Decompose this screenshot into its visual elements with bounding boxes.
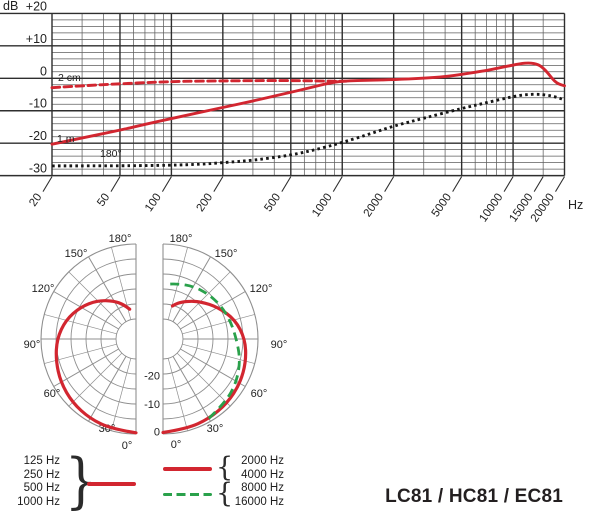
- svg-text:0: 0: [154, 427, 160, 439]
- svg-text:120°: 120°: [32, 283, 55, 295]
- svg-text:500: 500: [262, 191, 283, 214]
- polar-curve-left-0: [54, 299, 138, 435]
- fr-hz-unit-label: Hz: [568, 198, 583, 212]
- legend-left-frequencies: 125 Hz 250 Hz 500 Hz 1000 Hz: [14, 455, 60, 510]
- legend-label: 250 Hz: [23, 468, 60, 481]
- polar-pattern-chart: -20 -10 0 180° 150° 120° 90° 60° 30° 0° 180° 150° 12…: [24, 233, 288, 452]
- legend-right-brace-2: {: [216, 478, 234, 509]
- svg-text:20: 20: [27, 191, 44, 208]
- svg-text:0: 0: [40, 64, 47, 78]
- legend-label: 2000 Hz: [241, 455, 284, 467]
- fr-curve-1: [50, 61, 566, 146]
- legend-label: 125 Hz: [23, 455, 60, 467]
- svg-text:30°: 30°: [207, 423, 224, 435]
- fr-curve-2: [51, 92, 566, 168]
- svg-text:-20: -20: [29, 129, 47, 143]
- svg-text:10000: 10000: [477, 191, 505, 224]
- svg-text:+10: +10: [26, 32, 47, 46]
- svg-text:+20: +20: [26, 0, 47, 13]
- svg-text:60°: 60°: [251, 388, 268, 400]
- svg-text:90°: 90°: [271, 339, 288, 351]
- fr-annotation: 2 cm: [58, 72, 81, 84]
- legend-label: 1000 Hz: [17, 496, 60, 509]
- svg-text:180°: 180°: [109, 233, 132, 245]
- svg-text:50: 50: [95, 191, 112, 208]
- fr-y-axis-labels: +20 +10 0 -10 -20 -30: [26, 0, 47, 176]
- legend-high-freq-line-swatch: [163, 492, 212, 497]
- svg-text:150°: 150°: [65, 248, 88, 260]
- model-title: LC81 / HC81 / EC81: [385, 486, 563, 507]
- svg-text:-10: -10: [144, 399, 160, 411]
- svg-text:5000: 5000: [430, 191, 455, 219]
- svg-text:120°: 120°: [250, 283, 273, 295]
- fr-annotation: 1 m: [57, 133, 75, 145]
- svg-text:0°: 0°: [122, 440, 133, 452]
- polar-angle-labels: 180° 150° 120° 90° 60° 30° 0° 180° 150° 120° 90° 60…: [24, 233, 288, 452]
- fr-curve-0: [50, 79, 348, 90]
- legend-low-freq-line-swatch: [87, 482, 136, 486]
- legend-right-frequencies: 2000 Hz 4000 Hz 8000 Hz 16000 Hz: [226, 455, 284, 510]
- legend-label: 500 Hz: [23, 482, 60, 495]
- svg-text:150°: 150°: [215, 248, 238, 260]
- polar-db-scale-labels: -20 -10 0: [144, 371, 160, 439]
- legend-label: 4000 Hz: [241, 468, 284, 481]
- fr-db-unit-label: dB: [3, 0, 18, 13]
- svg-text:60°: 60°: [44, 388, 61, 400]
- polar-grid: [40, 243, 259, 435]
- legend-right-brace-1: {: [216, 452, 234, 483]
- fr-grid-major: [0, 12, 566, 177]
- svg-text:1000: 1000: [310, 191, 335, 219]
- svg-text:-10: -10: [29, 97, 47, 111]
- svg-text:-20: -20: [144, 371, 160, 383]
- frequency-response-chart: +20 +10 0 -10 -20 -30 dB 20 50 100 200 500 1000 2000 5…: [0, 0, 583, 225]
- legend-mid-freq-line-swatch: [163, 467, 212, 471]
- svg-text:100: 100: [143, 191, 164, 214]
- svg-text:180°: 180°: [170, 233, 193, 245]
- legend-label: 16000 Hz: [234, 496, 284, 509]
- polar-curve-right-1: [165, 282, 241, 420]
- svg-text:90°: 90°: [24, 339, 41, 351]
- legend-label: 8000 Hz: [241, 482, 284, 495]
- svg-text:2000: 2000: [362, 191, 387, 219]
- svg-text:-30: -30: [29, 162, 47, 176]
- fr-annotation: 180°: [100, 148, 122, 160]
- polar-curve-right-0: [161, 299, 248, 435]
- svg-text:200: 200: [194, 191, 215, 214]
- fr-grid-minor: [52, 13, 565, 176]
- legend-left-brace: }: [64, 446, 98, 516]
- svg-text:20000: 20000: [529, 191, 557, 224]
- svg-text:0°: 0°: [171, 439, 182, 451]
